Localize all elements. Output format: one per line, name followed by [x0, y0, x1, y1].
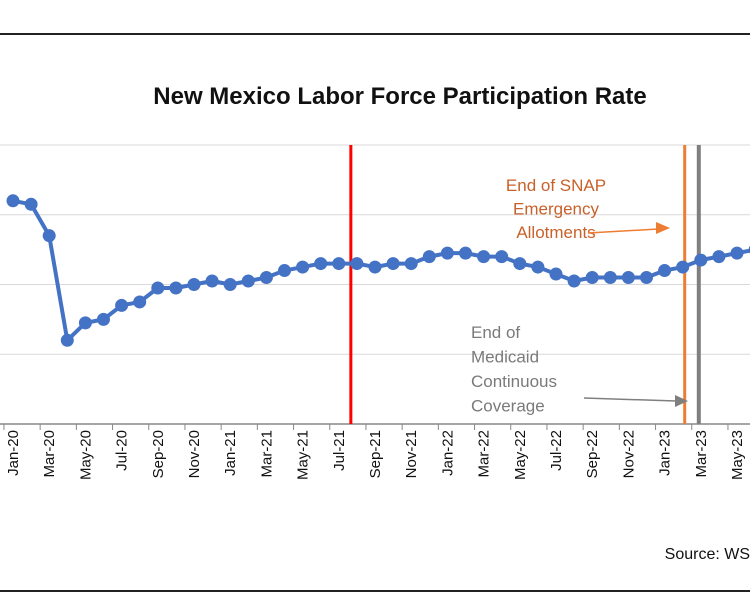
data-point [296, 260, 310, 274]
data-point [278, 264, 291, 278]
data-point [730, 246, 744, 260]
x-tick-label: Jan-21 [222, 430, 239, 476]
x-tick-label: Jul-22 [548, 430, 565, 471]
chart-title: New Mexico Labor Force Participation Rat… [153, 83, 646, 110]
data-point [151, 281, 165, 295]
x-tick-label: Mar-20 [41, 430, 58, 478]
data-point [259, 271, 273, 285]
data-point [97, 312, 110, 326]
data-point [477, 250, 491, 264]
x-tick-label: Nov-20 [186, 430, 203, 478]
medicaid-annotation-text: Medicaid [471, 348, 539, 367]
x-tick-labels: Jan-20 Mar-20 May-20 Jul-20 Sep-20 Nov-20 Jan-… [5, 430, 746, 480]
data-point [386, 257, 400, 271]
x-tick-label: May-22 [512, 430, 529, 480]
data-point [567, 274, 581, 288]
x-tick-label: Jul-21 [331, 430, 348, 471]
data-point [6, 194, 20, 208]
source-note: Source: WS [665, 546, 750, 563]
data-point [712, 250, 726, 264]
x-tick-label: Nov-21 [403, 430, 420, 478]
x-tick-label: Sep-20 [150, 430, 167, 478]
x-axis [0, 423, 750, 430]
data-point [495, 250, 509, 264]
medicaid-annotation-text: End of [471, 323, 520, 342]
grid-lines [0, 144, 750, 355]
data-point [422, 250, 436, 264]
data-point [169, 281, 183, 295]
top-frame-border [0, 33, 750, 35]
data-point [205, 274, 219, 288]
data-point [187, 278, 201, 291]
x-tick-label: Sep-22 [584, 430, 601, 478]
data-point [694, 253, 708, 267]
x-tick-label: Mar-21 [258, 430, 275, 478]
bottom-frame-border [0, 590, 750, 592]
data-point [60, 333, 74, 347]
data-point [115, 298, 129, 312]
data-point [133, 295, 147, 309]
snap-annotation-text: Allotments [516, 223, 595, 242]
x-tick-label: Nov-22 [620, 430, 637, 478]
snap-annotation-text: Emergency [513, 200, 599, 219]
x-tick-label: Mar-22 [476, 430, 493, 478]
medicaid-annotation-text: Continuous [471, 372, 557, 391]
data-point [42, 229, 56, 243]
x-tick-label: May-23 [729, 430, 746, 480]
medicaid-annotation-text: Coverage [471, 397, 545, 416]
data-point [78, 316, 92, 330]
medicaid-arrow-head [675, 395, 688, 407]
data-point [459, 246, 472, 260]
data-point [621, 271, 635, 285]
annotations: End of SNAP Emergency Allotments End of Medi… [471, 176, 688, 416]
x-tick-label: May-21 [295, 430, 312, 480]
data-point [24, 197, 38, 211]
data-point [314, 257, 328, 271]
data-point [603, 271, 617, 285]
x-tick-label: Jan-20 [5, 430, 22, 476]
series-line [12, 198, 750, 343]
snap-arrow-head [656, 222, 670, 234]
series-group [6, 194, 750, 347]
data-point [585, 271, 599, 285]
data-point [332, 257, 346, 271]
x-tick-label: Jan-22 [439, 430, 456, 476]
reference-lines [349, 145, 701, 424]
data-point [350, 257, 364, 271]
medicaid-arrow-line [583, 397, 677, 402]
x-tick-label: Jul-20 [114, 430, 131, 471]
data-point [640, 271, 653, 285]
data-point [440, 246, 454, 260]
x-tick-label: Mar-23 [693, 430, 710, 478]
data-point [513, 257, 527, 271]
data-point [676, 260, 690, 274]
x-tick-label: May-20 [77, 430, 94, 480]
snap-annotation-text: End of SNAP [506, 176, 606, 195]
data-point [404, 257, 418, 271]
data-point [241, 274, 255, 288]
data-point [531, 260, 545, 274]
data-point [658, 264, 672, 278]
data-point [549, 267, 563, 281]
data-point [368, 260, 382, 274]
data-point [223, 278, 237, 291]
snap-arrow-line [587, 228, 659, 234]
x-tick-label: Sep-21 [367, 430, 384, 478]
x-tick-label: Jan-23 [657, 430, 674, 476]
